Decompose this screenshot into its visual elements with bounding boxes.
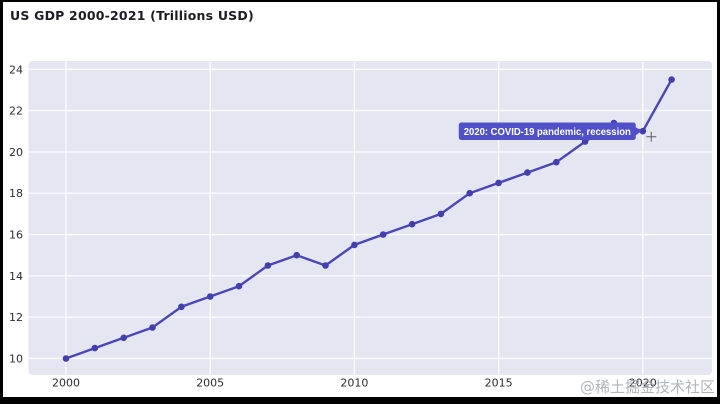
annotation-box [458, 122, 636, 140]
chart-title: US GDP 2000-2021 (Trillions USD) [10, 8, 254, 23]
data-point-2006[interactable] [235, 282, 243, 290]
y-tick-label: 16 [9, 229, 23, 242]
y-tick-label: 18 [9, 187, 23, 200]
x-tick-label: 2015 [485, 377, 513, 390]
x-tick-label: 2020 [629, 377, 657, 390]
data-point-2017[interactable] [553, 158, 560, 166]
gdp-series-line [64, 78, 673, 360]
data-point-2011[interactable] [379, 231, 387, 238]
data-point-2005[interactable] [206, 293, 214, 300]
data-point-2010[interactable] [351, 241, 358, 249]
data-point-2004[interactable] [178, 303, 185, 311]
data-point-2015[interactable] [495, 179, 502, 187]
y-tick-label: 12 [9, 311, 23, 324]
data-point-2013[interactable] [437, 210, 445, 218]
data-point-2008[interactable] [293, 251, 301, 259]
data-point-2009[interactable] [322, 262, 329, 269]
x-tick-label: 2000 [52, 377, 80, 390]
data-point-2020[interactable] [639, 127, 647, 135]
plot-area[interactable] [28, 61, 713, 375]
data-point-2000[interactable] [62, 355, 70, 362]
data-point-2014[interactable] [466, 189, 474, 197]
annotation-2020: 2020: COVID-19 pandemic, recession [458, 122, 642, 140]
data-point-2021[interactable] [668, 76, 675, 83]
y-tick-label: 20 [9, 146, 23, 159]
data-point-2003[interactable] [149, 324, 156, 331]
data-point-2016[interactable] [524, 169, 531, 176]
x-tick-label: 2010 [340, 377, 368, 390]
y-tick-label: 10 [9, 352, 23, 365]
data-point-2007[interactable] [264, 262, 272, 269]
y-tick-label: 22 [9, 105, 23, 118]
data-point-2002[interactable] [120, 334, 127, 342]
y-tick-label: 24 [9, 63, 23, 76]
crosshair-cursor-icon [646, 131, 657, 142]
data-point-2012[interactable] [408, 220, 416, 228]
data-point-2001[interactable] [91, 344, 99, 352]
y-tick-label: 14 [9, 270, 23, 283]
x-tick-label: 2005 [196, 377, 224, 390]
annotation-text: 2020: COVID-19 pandemic, recession [464, 126, 631, 138]
